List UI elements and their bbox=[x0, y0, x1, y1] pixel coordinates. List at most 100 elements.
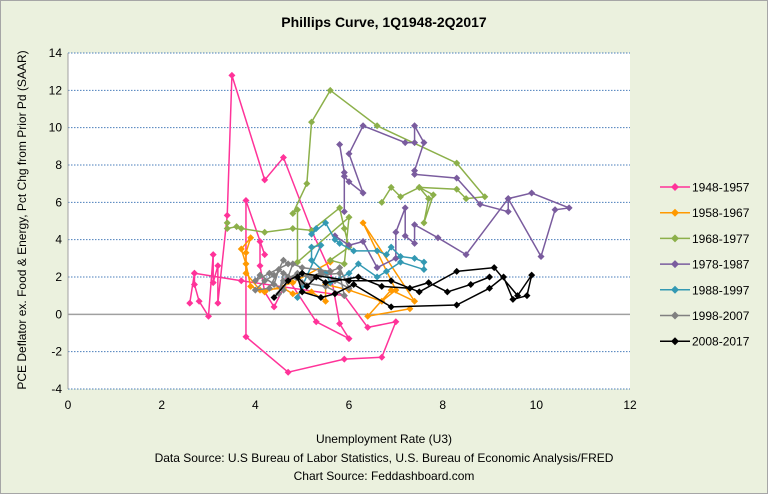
legend-marker bbox=[671, 183, 679, 191]
data-point bbox=[345, 277, 353, 285]
data-point bbox=[279, 256, 287, 264]
legend-marker bbox=[671, 234, 679, 243]
legend-marker bbox=[671, 337, 679, 346]
data-point bbox=[317, 294, 325, 302]
data-point bbox=[214, 299, 222, 307]
legend-item: 2008-2017 bbox=[660, 335, 750, 349]
y-tick-label: 8 bbox=[55, 158, 62, 172]
legend-item: 1988-1997 bbox=[660, 283, 750, 297]
data-point bbox=[411, 297, 419, 305]
data-point bbox=[397, 193, 405, 201]
data-point bbox=[190, 269, 198, 277]
legend-item: 1978-1987 bbox=[660, 258, 750, 272]
data-point bbox=[354, 260, 362, 268]
legend-item: 1968-1977 bbox=[660, 232, 750, 246]
data-point bbox=[523, 292, 531, 300]
data-point bbox=[345, 269, 353, 277]
data-point bbox=[551, 206, 559, 214]
series-2008-2017 bbox=[270, 264, 536, 311]
data-point bbox=[443, 288, 451, 296]
data-point bbox=[279, 269, 287, 277]
legend-label: 1978-1987 bbox=[692, 258, 750, 272]
data-point bbox=[397, 258, 405, 266]
data-point bbox=[237, 224, 245, 232]
data-point bbox=[453, 159, 461, 167]
data-point bbox=[298, 264, 306, 272]
data-point bbox=[242, 196, 250, 204]
legend-item: 1958-1967 bbox=[660, 206, 750, 220]
data-point bbox=[350, 247, 358, 255]
legend-item: 1998-2007 bbox=[660, 309, 750, 323]
data-point bbox=[359, 219, 367, 227]
data-point bbox=[308, 243, 316, 251]
y-tick-label: 6 bbox=[55, 195, 62, 209]
data-point bbox=[528, 189, 536, 197]
data-point bbox=[420, 219, 428, 227]
data-point bbox=[411, 122, 419, 130]
y-tick-label: 10 bbox=[49, 121, 63, 135]
y-tick-label: 0 bbox=[55, 307, 62, 321]
data-point bbox=[486, 273, 493, 281]
data-point bbox=[420, 258, 428, 266]
legend-label: 1968-1977 bbox=[692, 232, 750, 246]
x-tick-label: 4 bbox=[252, 398, 259, 412]
data-point bbox=[467, 280, 475, 288]
data-point bbox=[237, 245, 245, 253]
y-tick-label: 14 bbox=[49, 46, 63, 60]
data-point bbox=[476, 200, 484, 208]
data-point bbox=[434, 234, 442, 242]
data-point bbox=[504, 195, 512, 203]
data-point bbox=[298, 288, 306, 296]
data-point bbox=[284, 368, 292, 376]
data-point bbox=[270, 280, 278, 288]
data-point bbox=[195, 297, 203, 305]
data-point bbox=[308, 256, 316, 264]
data-point bbox=[293, 273, 301, 281]
data-point bbox=[392, 228, 400, 236]
data-point bbox=[237, 277, 245, 285]
data-point bbox=[261, 176, 269, 184]
data-point bbox=[453, 301, 461, 309]
data-point bbox=[308, 118, 316, 126]
y-tick-label: -4 bbox=[51, 382, 62, 396]
y-tick-label: 4 bbox=[55, 233, 62, 247]
data-point bbox=[190, 280, 198, 288]
data-point bbox=[373, 247, 381, 255]
data-point bbox=[350, 280, 358, 288]
data-point bbox=[261, 288, 269, 296]
data-point bbox=[317, 267, 325, 275]
data-point bbox=[425, 279, 433, 287]
data-point bbox=[378, 353, 386, 361]
data-point bbox=[223, 211, 231, 219]
data-point bbox=[322, 279, 330, 287]
chart-title: Phillips Curve, 1Q1948-2Q2017 bbox=[281, 14, 487, 30]
data-point bbox=[425, 195, 433, 203]
data-point bbox=[256, 238, 264, 246]
data-point bbox=[411, 239, 419, 247]
data-point bbox=[228, 71, 236, 79]
data-point bbox=[364, 312, 372, 320]
data-point bbox=[378, 198, 386, 206]
series-1968-1977 bbox=[223, 86, 489, 268]
data-point bbox=[340, 224, 348, 232]
data-point bbox=[429, 191, 437, 199]
data-point bbox=[340, 355, 348, 363]
legend-marker bbox=[671, 260, 679, 269]
legend-label: 2008-2017 bbox=[692, 335, 750, 349]
data-point bbox=[312, 273, 320, 281]
data-point bbox=[279, 154, 287, 162]
data-point bbox=[308, 230, 316, 238]
data-point bbox=[223, 224, 231, 232]
data-point bbox=[387, 303, 395, 311]
series-line bbox=[189, 75, 398, 374]
data-point bbox=[528, 271, 536, 279]
data-point bbox=[345, 335, 353, 343]
data-point bbox=[265, 284, 273, 292]
series-1958-1967 bbox=[237, 219, 419, 320]
legend-label: 1988-1997 bbox=[692, 283, 750, 297]
data-point bbox=[251, 286, 259, 294]
data-point bbox=[486, 284, 493, 292]
data-point bbox=[261, 228, 269, 236]
data-point bbox=[462, 251, 470, 259]
data-point bbox=[514, 292, 522, 300]
